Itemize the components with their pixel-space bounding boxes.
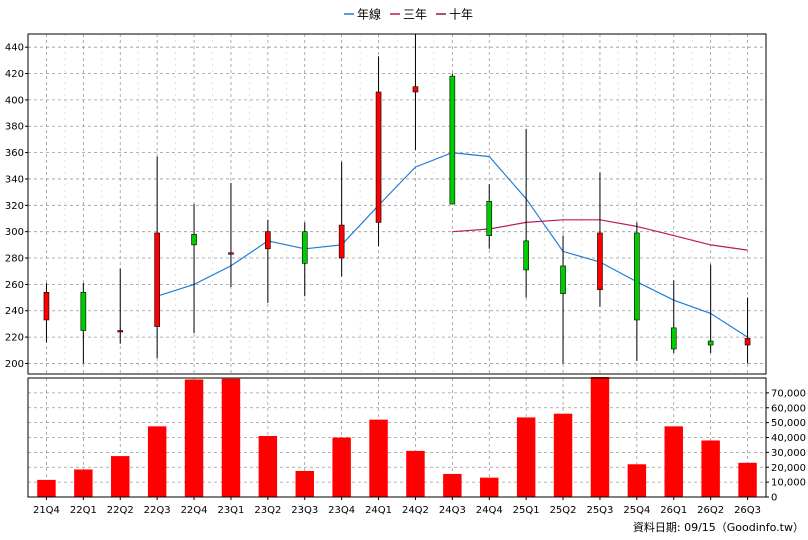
volume-bar (147, 426, 167, 497)
candle-body (634, 232, 640, 321)
volume-bar (221, 378, 241, 497)
candle-body (670, 327, 677, 350)
volume-bar (295, 470, 314, 497)
volume-bar (369, 419, 388, 497)
category-tick-label: 21Q4 (33, 505, 60, 516)
price-tick-label: 300 (5, 227, 24, 238)
volume-bar (406, 450, 425, 497)
volume-bars (37, 377, 757, 497)
axes: 200 220 240 260 280 300 320 340 360 380 400 420 440 0… (5, 33, 806, 516)
price-tick-label: 420 (5, 69, 24, 80)
volume-tick-label: 30,000 (771, 448, 806, 459)
category-tick-label: 26Q3 (734, 505, 761, 516)
volume-tick-label: 70,000 (771, 388, 806, 399)
category-tick-label: 26Q2 (697, 505, 724, 516)
category-tick-label: 22Q2 (107, 505, 134, 516)
category-tick-label: 23Q1 (217, 505, 244, 516)
volume-bar (111, 456, 130, 497)
candle-body (154, 232, 160, 327)
category-tick-label: 23Q4 (328, 505, 355, 516)
price-tick-label: 340 (5, 174, 24, 185)
candle-body (523, 240, 529, 271)
category-tick-label: 22Q1 (70, 505, 97, 516)
data-date-footer: 資料日期: 09/15（Goodinfo.tw） (633, 520, 804, 534)
candle-body (412, 86, 419, 93)
legend: 年線 三年 十年 (344, 7, 473, 22)
volume-tick-label: 40,000 (771, 433, 806, 444)
volume-bar (74, 469, 93, 497)
legend-label: 年線 (357, 7, 381, 22)
volume-bar (480, 477, 499, 497)
legend-label: 十年 (449, 8, 473, 22)
category-tick-label: 23Q3 (291, 505, 318, 516)
volume-bar (701, 440, 720, 497)
volume-bar (37, 479, 56, 497)
price-plot-frame (27, 33, 767, 375)
candle-body (228, 252, 234, 255)
candle-body (43, 291, 50, 321)
price-tick-label: 320 (5, 201, 24, 212)
candle-body (117, 330, 124, 333)
volume-tick-label: 0 (771, 493, 777, 504)
legend-label: 三年 (403, 8, 427, 22)
category-tick-label: 23Q2 (254, 505, 281, 516)
volume-tick-label: 20,000 (771, 463, 806, 474)
candle-body (449, 75, 456, 205)
category-tick-label: 24Q1 (365, 505, 392, 516)
volume-bar (664, 426, 683, 497)
price-tick-label: 400 (5, 95, 24, 106)
price-tick-label: 380 (5, 122, 24, 133)
candle-body (80, 291, 87, 331)
candle-body (707, 340, 714, 346)
category-tick-label: 24Q2 (402, 505, 429, 516)
volume-tick-label: 60,000 (771, 403, 806, 414)
volume-bar (332, 437, 351, 497)
price-tick-label: 360 (5, 148, 24, 159)
price-tick-label: 220 (5, 333, 24, 344)
price-tick-label: 280 (5, 254, 24, 265)
category-tick-label: 24Q3 (439, 505, 466, 516)
volume-bar (184, 379, 204, 497)
volume-bar (258, 436, 278, 497)
category-tick-label: 22Q3 (144, 505, 171, 516)
volume-tick-label: 50,000 (771, 418, 806, 429)
candlesticks (43, 34, 751, 364)
volume-bar (553, 413, 573, 497)
candle-body (301, 231, 308, 264)
candle-body (265, 231, 271, 250)
volume-bar (738, 462, 757, 497)
volume-bar (516, 417, 536, 497)
volume-bar (443, 473, 462, 497)
candle-body (744, 338, 751, 346)
price-tick-label: 200 (5, 359, 24, 370)
category-tick-label: 24Q4 (476, 505, 503, 516)
price-tick-label: 440 (5, 43, 24, 54)
candle-body (597, 232, 603, 290)
price-tick-label: 240 (5, 306, 24, 317)
candle-body (338, 224, 345, 259)
candle-body (191, 234, 197, 246)
category-tick-label: 25Q2 (550, 505, 577, 516)
category-tick-label: 26Q1 (660, 505, 687, 516)
volume-tick-label: 10,000 (771, 478, 806, 489)
candle-body (486, 201, 493, 236)
volume-bar (590, 377, 610, 497)
category-tick-label: 25Q3 (586, 505, 613, 516)
category-tick-label: 25Q4 (623, 505, 650, 516)
price-tick-label: 260 (5, 280, 24, 291)
candle-body (560, 265, 566, 294)
volume-bar (627, 464, 647, 497)
candle-body (375, 91, 382, 223)
category-tick-label: 25Q1 (513, 505, 540, 516)
category-tick-label: 22Q4 (181, 505, 208, 516)
